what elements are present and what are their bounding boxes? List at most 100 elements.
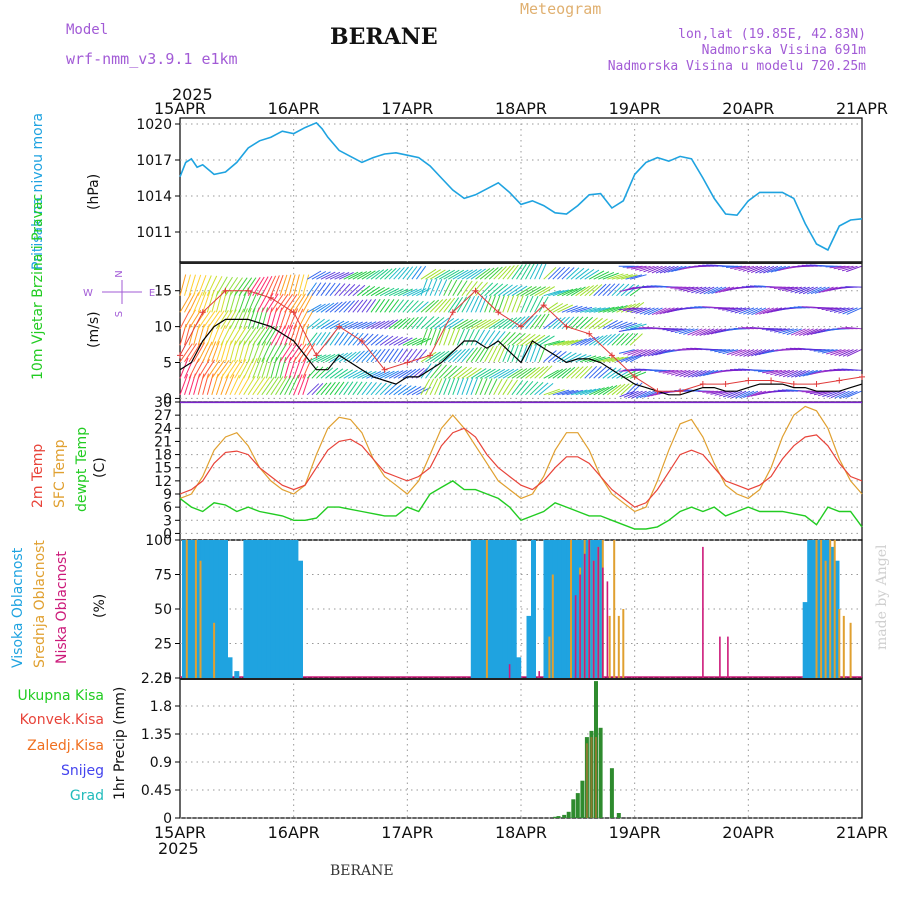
wind-arrow <box>659 265 675 274</box>
high-cloud-label: Visoka Oblacnost <box>10 547 26 668</box>
wind-arrow <box>334 283 346 297</box>
wind-arrow <box>202 275 212 296</box>
sfc-temp-line <box>179 405 863 513</box>
y-tick-label: 12 <box>154 474 172 490</box>
wind-arrow <box>782 369 798 378</box>
wind-arrow <box>502 332 516 346</box>
time-tick-label-bottom: 16APR <box>268 823 320 842</box>
wind-arrow <box>821 349 838 354</box>
wind-arrow <box>845 368 862 371</box>
wind-arrow <box>279 293 294 313</box>
wind-arrow <box>188 292 200 313</box>
wind-arrow <box>663 265 679 274</box>
wind-arrow <box>279 274 288 296</box>
wind-arrow <box>607 333 621 346</box>
high-cloud-bar <box>507 540 513 678</box>
wind-arrow <box>538 313 550 330</box>
mid-cloud-bar <box>829 540 832 678</box>
high-cloud-bar <box>552 540 558 678</box>
mid-cloud-bar <box>485 540 488 678</box>
wind-arrow <box>256 376 271 396</box>
wind-arrow <box>834 349 850 356</box>
wind-arrow <box>842 390 858 399</box>
wind-arrow <box>579 365 593 379</box>
wind-arrow <box>790 369 806 378</box>
wind-arrow <box>243 375 256 396</box>
wind-arrow <box>443 279 453 296</box>
y-tick-label: 1.8 <box>150 699 172 715</box>
wind-arrow <box>738 307 755 315</box>
wind-arrow <box>598 271 615 280</box>
wind-arrow <box>393 267 405 280</box>
wind-arrow <box>479 282 494 297</box>
total-precip-bar <box>571 799 576 818</box>
wind-arrow <box>397 369 412 379</box>
wind-arrow <box>525 295 534 313</box>
wind-arrow <box>620 332 634 346</box>
wind-arrow <box>607 320 623 330</box>
high-cloud-bar <box>284 540 290 678</box>
wind-arrow <box>493 318 509 330</box>
wind-arrow <box>247 340 256 362</box>
wind-arrow <box>416 349 428 363</box>
wind-arrow <box>825 265 842 268</box>
wind-arrow <box>627 349 643 356</box>
wind-arrow <box>402 288 418 297</box>
wind-arrow <box>814 286 830 294</box>
wind-arrow <box>734 265 751 270</box>
wind-gust-marker <box>290 309 297 316</box>
wind-arrow <box>370 320 386 330</box>
wind-arrow <box>402 299 414 313</box>
wind-arrow <box>220 374 230 395</box>
y-tick-label: 50 <box>154 602 172 618</box>
high-cloud-bar <box>243 540 249 678</box>
wind-arrow <box>529 382 544 396</box>
wind-arrow <box>846 390 862 398</box>
wind-arrow <box>470 268 486 280</box>
wind-arrow <box>493 266 507 280</box>
high-cloud-bar <box>227 657 233 678</box>
high-cloud-bar <box>807 540 813 678</box>
wind-arrow <box>525 381 539 396</box>
wind-arrow <box>699 328 715 336</box>
wind-arrow <box>829 307 846 312</box>
conv-precip-bar <box>585 743 588 818</box>
wind-arrow <box>356 350 369 363</box>
wind-arrow <box>623 390 639 398</box>
wind-arrow <box>511 380 524 396</box>
wind-arrow <box>215 276 228 296</box>
wind-arrow <box>179 357 189 379</box>
wind-arrow <box>466 268 482 280</box>
wind-arrow <box>570 267 585 280</box>
wind-arrow <box>352 332 364 346</box>
wind-arrow <box>666 328 683 332</box>
wind-arrow <box>302 309 315 330</box>
wind-arrow <box>361 321 377 330</box>
wind-arrow <box>402 348 413 363</box>
wind-arrow <box>552 316 566 330</box>
wind-arrow <box>643 265 659 273</box>
wind-arrow <box>589 307 606 313</box>
wind-arrow <box>356 285 371 297</box>
wind-arrow <box>429 364 442 379</box>
wind-arrow <box>265 275 277 296</box>
wind-arrow <box>307 270 322 280</box>
wind-arrow <box>402 337 418 346</box>
wind-arrow <box>846 307 862 315</box>
wind-arrow <box>275 274 284 296</box>
wind-arrow <box>619 390 635 398</box>
wind-arrow <box>543 290 561 297</box>
wind-arrow <box>452 279 463 296</box>
wind-arrow <box>393 348 404 363</box>
mid-cloud-bar <box>824 560 827 678</box>
wind-arrow <box>334 352 349 363</box>
wind-arrow <box>347 299 360 313</box>
wind-arrow <box>602 333 616 346</box>
high-cloud-bar <box>293 540 299 678</box>
wind-arrow <box>225 374 235 395</box>
wind-arrow <box>511 264 523 280</box>
wind-arrow <box>557 351 572 363</box>
wind-arrow <box>834 390 850 399</box>
wind-arrow <box>493 345 502 363</box>
wind-arrow <box>202 291 211 313</box>
